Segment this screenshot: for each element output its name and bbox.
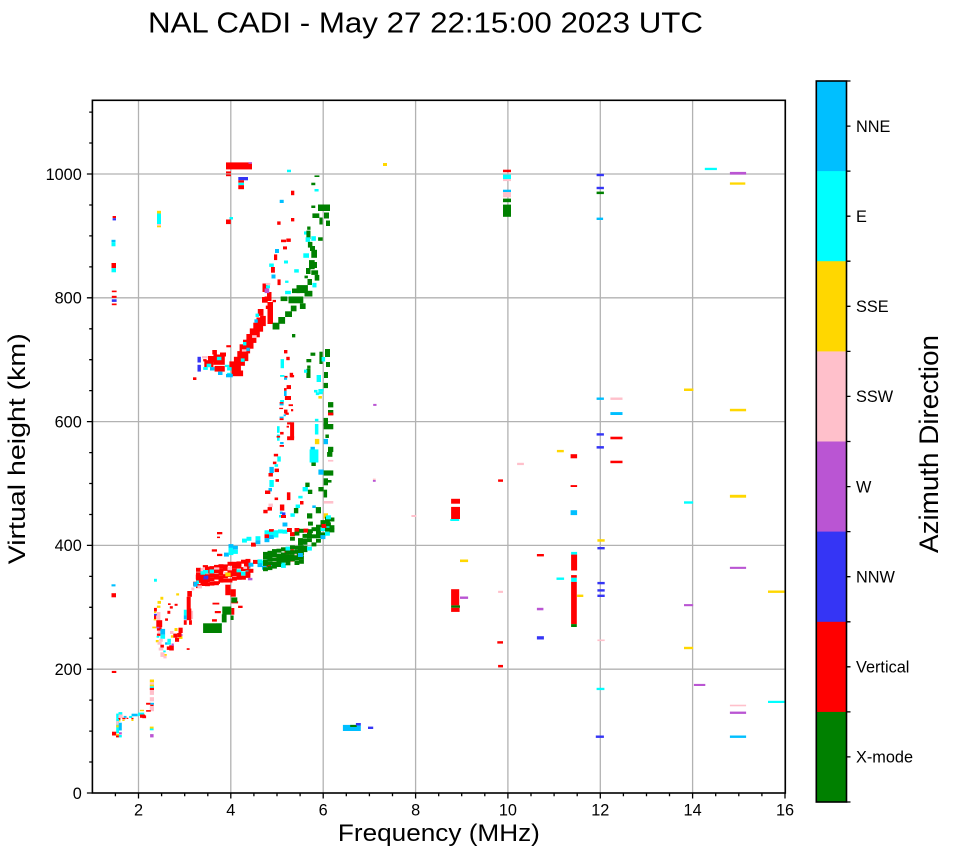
svg-text:Frequency (MHz): Frequency (MHz) (338, 820, 540, 847)
svg-text:200: 200 (55, 661, 82, 679)
svg-text:8: 8 (411, 802, 420, 820)
svg-text:6: 6 (319, 802, 328, 820)
svg-text:NNE: NNE (856, 118, 891, 136)
svg-text:Virtual height (km): Virtual height (km) (4, 333, 31, 564)
svg-text:600: 600 (55, 413, 82, 431)
svg-text:W: W (856, 478, 872, 496)
svg-text:NNW: NNW (856, 569, 896, 587)
svg-text:2: 2 (134, 802, 143, 820)
svg-text:Azimuth Direction: Azimuth Direction (914, 335, 944, 553)
svg-text:10: 10 (499, 802, 517, 820)
svg-text:0: 0 (73, 785, 82, 803)
svg-text:16: 16 (776, 802, 794, 820)
svg-text:SSE: SSE (856, 298, 889, 316)
svg-text:SSW: SSW (856, 388, 894, 406)
svg-text:4: 4 (226, 802, 235, 820)
svg-text:NAL CADI - May 27 22:15:00 202: NAL CADI - May 27 22:15:00 2023 UTC (148, 8, 703, 40)
svg-text:400: 400 (55, 537, 82, 555)
svg-text:14: 14 (684, 802, 702, 820)
svg-text:800: 800 (55, 290, 82, 308)
svg-text:1000: 1000 (46, 166, 82, 184)
svg-text:12: 12 (591, 802, 609, 820)
svg-text:Vertical: Vertical (856, 659, 909, 677)
svg-text:E: E (856, 208, 867, 226)
svg-text:X-mode: X-mode (856, 749, 913, 767)
